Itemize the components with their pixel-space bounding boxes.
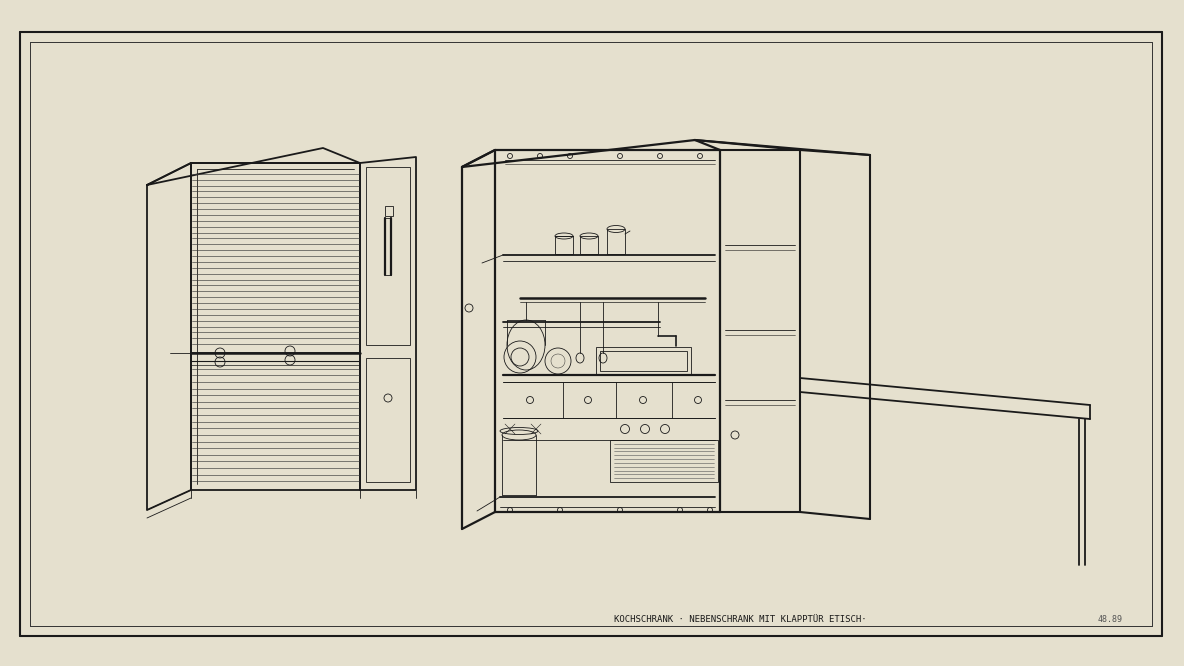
Text: 48.89: 48.89: [1098, 615, 1122, 625]
Bar: [580, 236, 598, 254]
Bar: [607, 229, 625, 254]
Bar: [600, 351, 687, 371]
Text: KOCHSCHRANK · NEBENSCHRANK MIT KLAPPTÜR ETISCH·: KOCHSCHRANK · NEBENSCHRANK MIT KLAPPTÜR …: [613, 615, 867, 625]
Bar: [596, 347, 691, 375]
Bar: [610, 440, 718, 482]
Ellipse shape: [507, 320, 545, 370]
Bar: [366, 167, 410, 345]
Bar: [366, 358, 410, 482]
Bar: [385, 206, 393, 216]
Bar: [555, 236, 573, 254]
